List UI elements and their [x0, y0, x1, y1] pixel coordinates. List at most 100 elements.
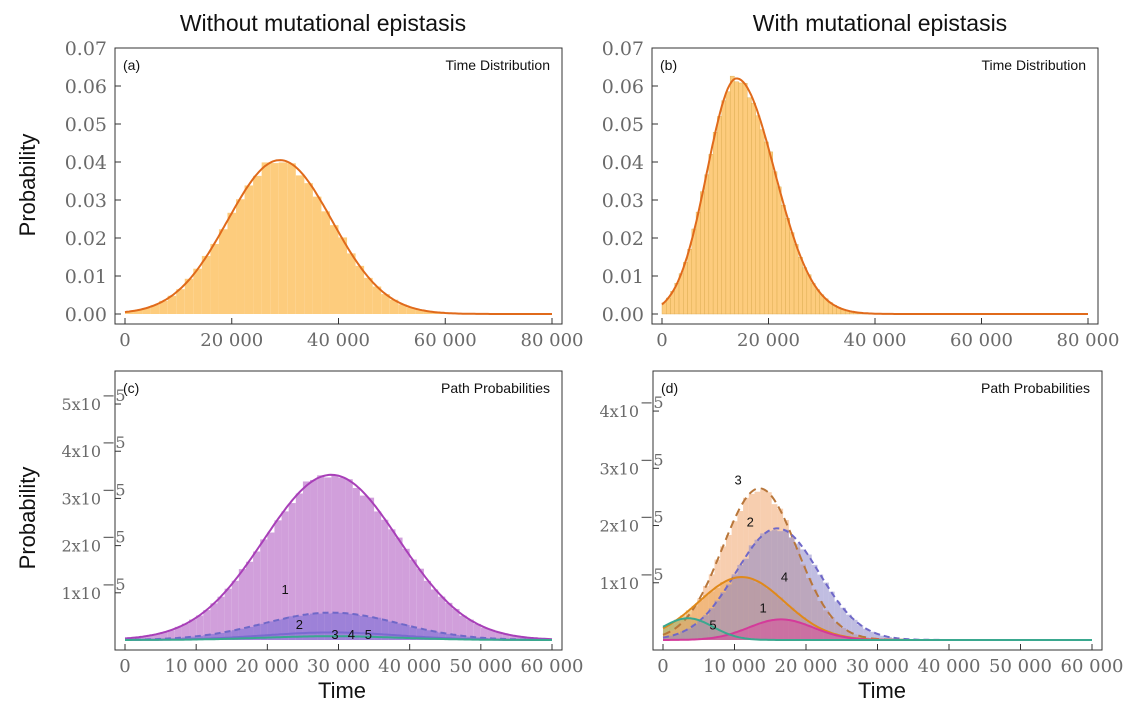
y-tick-exponent: −5 [102, 528, 126, 547]
curve-annotation: 3 [734, 472, 741, 487]
hist-bar [680, 631, 686, 640]
y-tick-label: 5x10 [61, 395, 101, 414]
panel-title: Path Probabilities [441, 380, 550, 396]
hist-bar [788, 537, 795, 640]
hist-bar [352, 487, 360, 640]
x-tick-label: 10 000 [703, 656, 766, 677]
series-curve [662, 617, 1092, 641]
hist-bar [764, 141, 769, 315]
hist-bar [721, 100, 727, 315]
x-tick-label: 0 [657, 656, 668, 677]
hist-bar [150, 304, 160, 314]
hist-bar [712, 132, 718, 315]
hist-bar [788, 620, 795, 640]
hist-bar [267, 621, 275, 640]
x-tick-label: 60 000 [521, 656, 584, 677]
hist-bar [331, 474, 339, 640]
hist-bar [366, 616, 375, 640]
hist-bar [402, 625, 410, 640]
x-tick-label: 20 000 [737, 330, 800, 351]
hist-bar [245, 561, 254, 640]
hist-bar [381, 294, 390, 314]
hist-bar [823, 632, 829, 640]
x-tick-label: 80 000 [1057, 330, 1120, 351]
hist-bar [438, 596, 446, 640]
hist-bar [167, 630, 175, 640]
x-tick-label: 50 000 [989, 656, 1052, 677]
hist-bar [345, 613, 353, 640]
hist-bar [406, 307, 416, 314]
y-tick-label: 3x10 [599, 459, 639, 478]
hist-bar [760, 622, 766, 640]
y-tick-exponent: −5 [640, 508, 664, 527]
hist-bar [811, 628, 818, 640]
hist-bar [203, 610, 211, 640]
series-curve [125, 635, 552, 641]
hist-bar [868, 631, 875, 640]
hist-bar [663, 637, 669, 640]
hist-bar [720, 592, 726, 640]
hist-bar [768, 151, 773, 315]
hist-bar [685, 614, 692, 640]
hist-bar [324, 613, 332, 640]
hist-bar [310, 479, 318, 640]
y-tick-label: 1x10 [61, 584, 101, 603]
hist-bar [218, 229, 228, 314]
hist-bar [754, 539, 761, 640]
y-tick-exponent: −5 [640, 450, 664, 469]
hist-bar [771, 619, 778, 640]
hist-bar [146, 635, 154, 640]
hist-bar [359, 495, 367, 640]
y-tick-exponent: −5 [102, 433, 126, 452]
hist-bar [742, 83, 748, 315]
hist-bar [295, 615, 303, 640]
hist-bar [274, 619, 282, 640]
x-tick-label: 60 000 [414, 330, 477, 351]
hist-bar [281, 618, 289, 640]
hist-bar [278, 162, 288, 314]
hist-bar [224, 588, 232, 640]
hist-bar [789, 232, 795, 315]
x-tick-label: 30 000 [307, 656, 370, 677]
x-tick-label: 20 000 [236, 656, 299, 677]
hist-bar [857, 625, 864, 640]
hist-bar [452, 635, 460, 640]
hist-bar [231, 630, 239, 640]
hist-bar [466, 619, 474, 640]
hist-bar [737, 564, 744, 640]
hist-bar [445, 633, 453, 640]
hist-bar [260, 623, 268, 640]
y-tick-label: 0.07 [65, 38, 107, 60]
panel-label: (c) [123, 380, 139, 396]
hist-bar [473, 623, 481, 640]
hist-bar [302, 614, 311, 640]
curve-annotation: 4 [348, 627, 355, 642]
hist-bar [364, 277, 373, 314]
curve-annotation: 5 [709, 618, 716, 633]
hist-bar [523, 637, 531, 640]
hist-bar [781, 204, 786, 315]
hist-bar [697, 620, 704, 640]
panel-title: Path Probabilities [981, 380, 1090, 396]
hist-bar [720, 636, 726, 640]
hist-bar [338, 612, 346, 640]
hist-bar [743, 558, 749, 640]
y-tick-label: 0.00 [602, 304, 644, 326]
hist-bar [737, 630, 744, 640]
hist-bar [366, 497, 375, 640]
hist-bar [274, 520, 282, 640]
y-tick-label: 1x10 [599, 574, 639, 593]
hist-bar [245, 626, 254, 640]
hist-bar [142, 307, 151, 314]
hist-bar [800, 623, 806, 640]
hist-bar [806, 625, 812, 640]
hist-bar [445, 602, 453, 640]
curve-annotation: 2 [747, 515, 754, 530]
hist-bar [802, 267, 808, 315]
hist-bar [304, 183, 313, 314]
hist-bar [253, 551, 261, 640]
hist-bar [817, 574, 824, 640]
hist-bar [174, 626, 182, 640]
hist-bar [863, 628, 869, 640]
panel-title: Time Distribution [981, 57, 1086, 73]
